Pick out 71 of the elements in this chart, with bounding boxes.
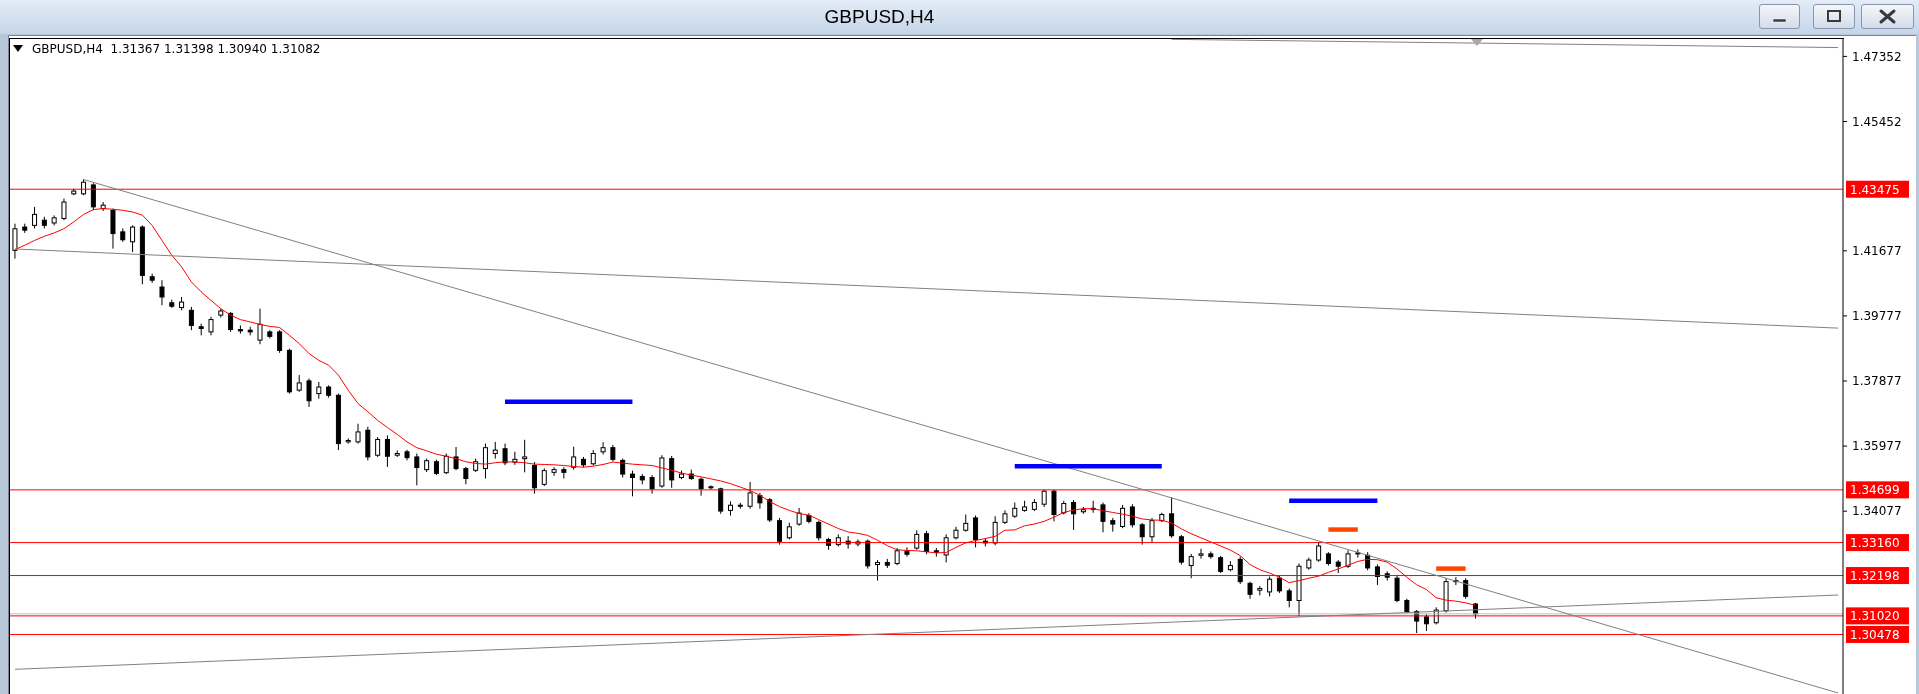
candlestick [1267,576,1273,597]
candlestick [1129,503,1135,529]
candlestick [561,466,567,480]
candlestick [188,306,194,331]
candlestick [130,224,136,253]
candlestick [1100,502,1106,533]
candlestick [1188,553,1194,579]
candlestick [649,474,655,495]
candlestick [1316,541,1322,563]
ref-line-label: 1.30478 [1850,627,1900,642]
candlestick [1051,489,1057,522]
candlestick [1198,548,1204,560]
ref-line-label: 1.31020 [1850,609,1900,624]
candlestick [502,443,508,466]
candlestick [414,453,420,486]
candlestick [875,559,881,582]
candlestick [228,311,234,333]
candlestick [669,455,675,489]
candlestick [257,308,263,345]
chart-title: GBPUSD,H4 [823,5,936,29]
candlestick [816,520,822,542]
ref-line-label: 1.43475 [1850,182,1900,197]
candlestick [355,423,361,445]
candlestick [208,316,214,336]
candlestick [1149,517,1155,543]
candlestick [1139,522,1145,546]
candlestick [620,458,626,478]
candlestick [1394,575,1400,603]
candlestick [277,329,283,354]
candlestick [12,223,18,260]
candlestick [531,461,537,495]
y-tick-label: 1.41677 [1852,244,1902,259]
candlestick [904,546,910,558]
y-tick-label: 1.35977 [1852,439,1902,454]
candlestick [482,443,488,480]
ref-line-label: 1.33160 [1850,536,1900,551]
candlestick [943,533,949,563]
candlestick [443,453,449,475]
candlestick [747,481,753,510]
chart-subtitle: GBPUSD,H4 1.31367 1.31398 1.30940 1.31082 [32,41,321,57]
candlestick [61,198,67,221]
candlestick [1374,564,1380,586]
candlestick [384,434,390,468]
ref-line-label: 1.32198 [1850,569,1900,584]
candlestick [551,466,557,477]
candlestick [1237,556,1243,585]
candlestick [32,206,38,229]
candlestick [777,517,783,546]
candlestick [600,441,606,456]
candlestick [571,446,577,471]
candlestick [306,377,312,408]
candlestick [708,484,714,490]
y-tick-label: 1.37877 [1852,374,1902,389]
y-tick-label: 1.47352 [1852,49,1902,64]
candlestick [973,515,979,548]
candlestick [1286,587,1292,608]
candlestick [110,208,116,250]
candlestick [757,492,763,510]
y-tick-label: 1.39777 [1852,309,1902,324]
y-tick-label: 1.45452 [1852,114,1902,129]
candlestick [1169,496,1175,539]
candlestick [159,279,165,306]
ref-line-label: 1.34699 [1850,483,1900,498]
candlestick [992,515,998,546]
candlestick [375,436,381,458]
candlestick [629,470,635,497]
candlestick [522,439,528,473]
y-tick-label: 1.34077 [1852,504,1902,519]
candlestick [914,529,920,551]
candlestick [698,476,704,497]
candlestick [90,182,96,211]
